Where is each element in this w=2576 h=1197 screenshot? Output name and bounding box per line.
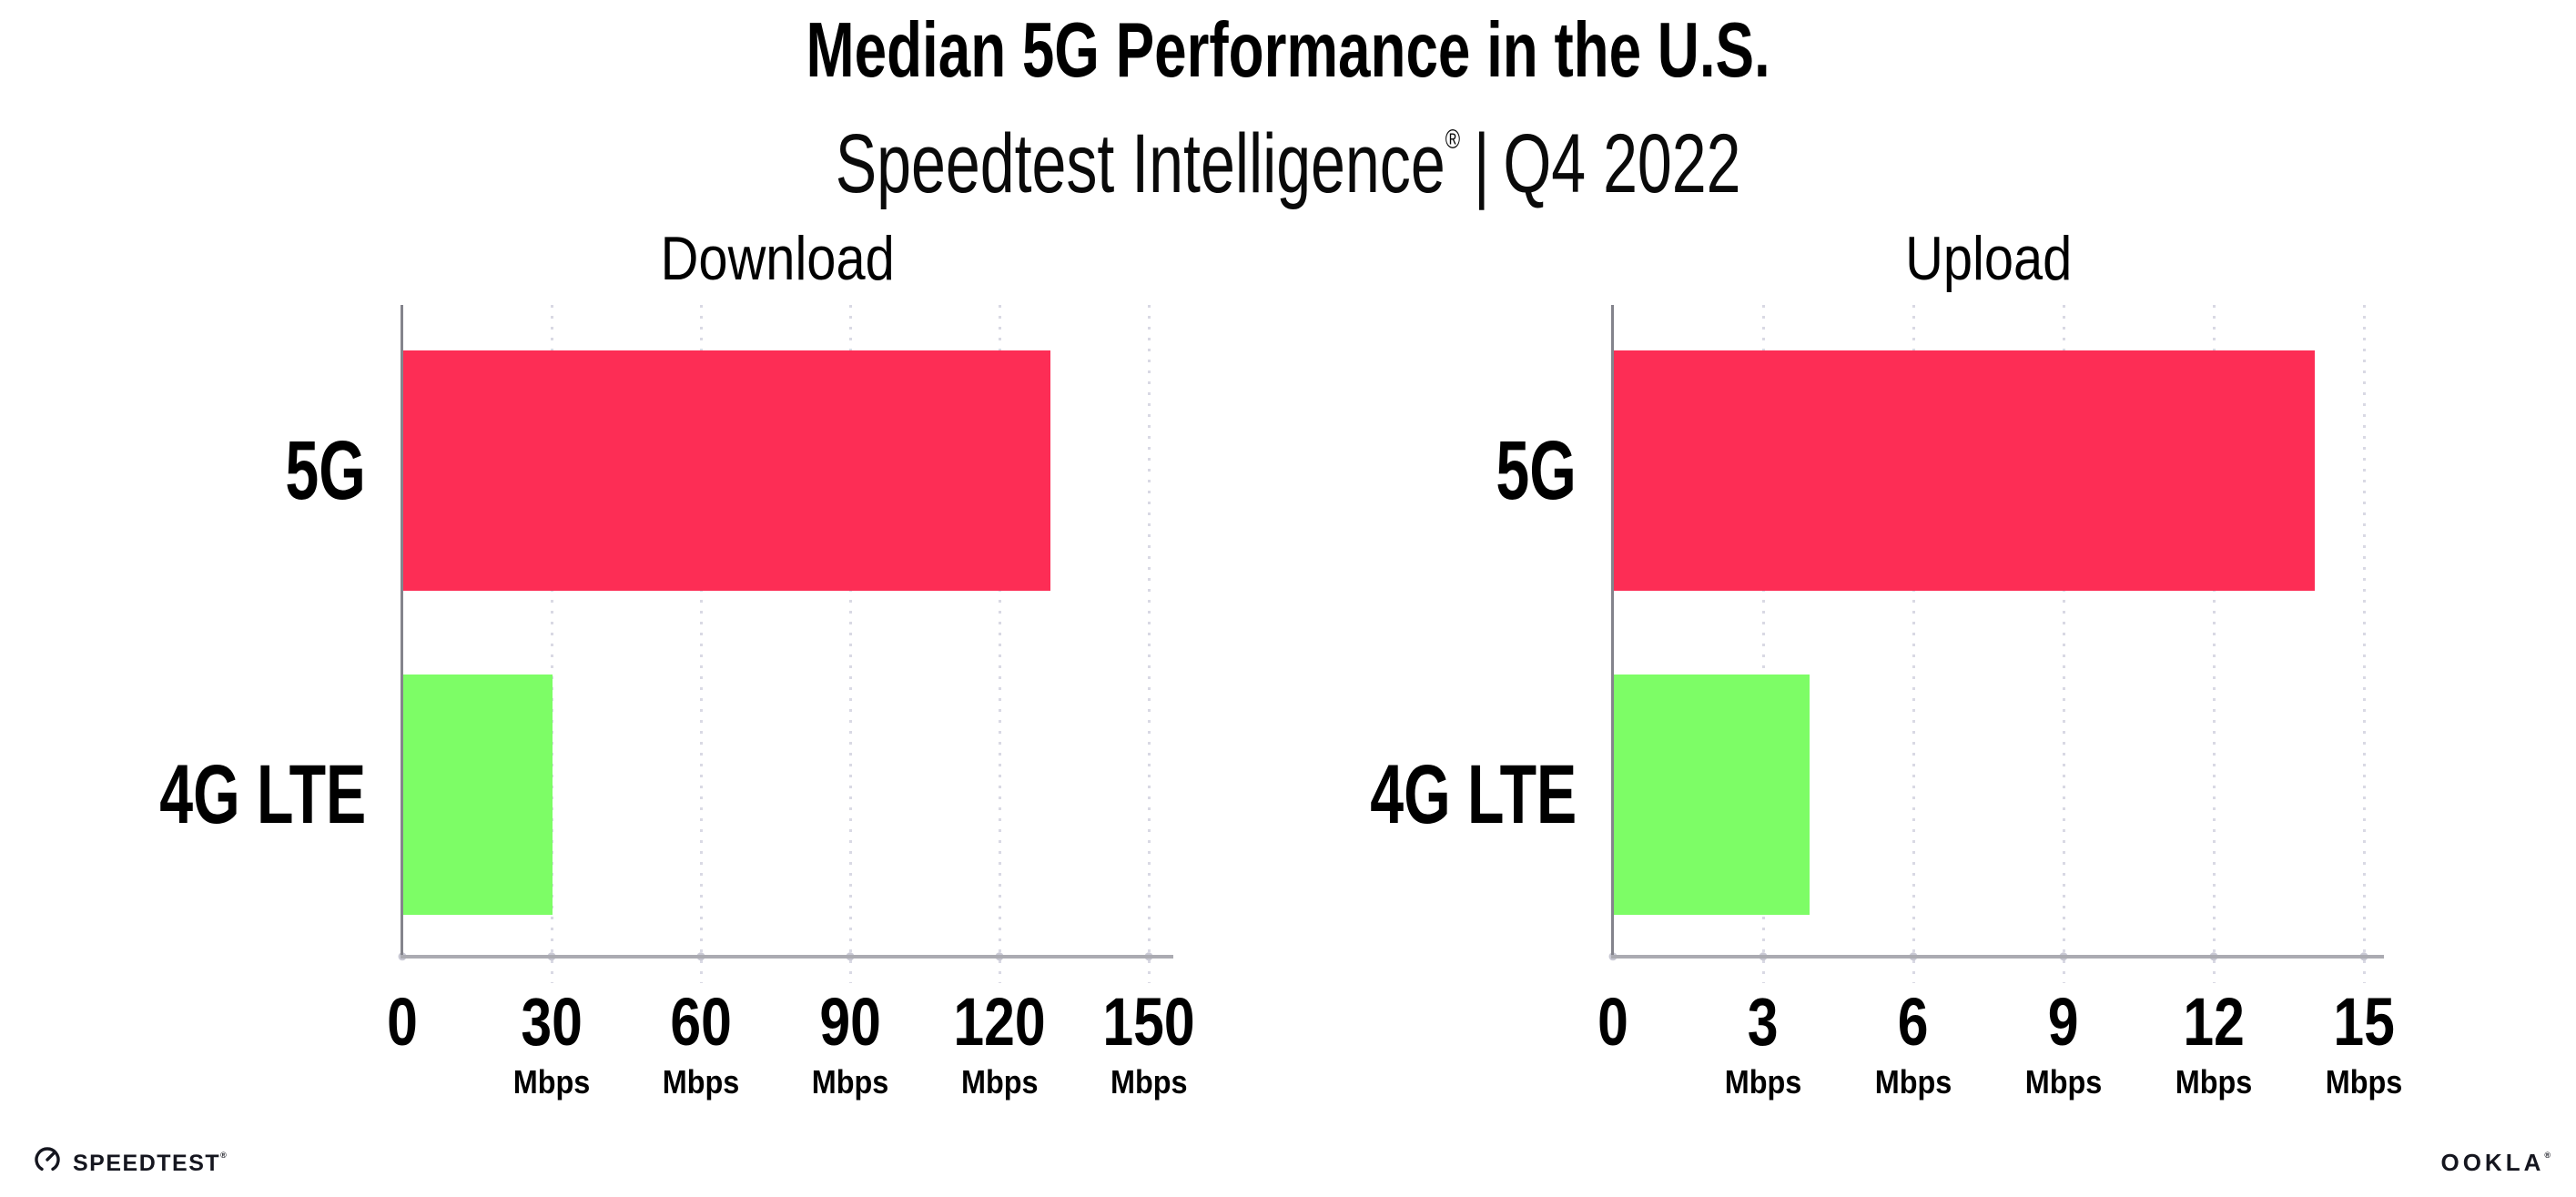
x-tick: 3 Mbps [1720, 984, 1806, 1101]
x-axis-line [401, 955, 1173, 959]
speedtest-logo: SPEEDTEST® [33, 1141, 227, 1176]
speedtest-gauge-icon [33, 1144, 62, 1173]
x-tick: 6 Mbps [1871, 984, 1956, 1101]
x-tick-unit: Mbps [1724, 1063, 1802, 1101]
subtitle-period: Q4 2022 [1503, 117, 1741, 210]
gridline [2063, 305, 2065, 983]
x-tick-value: 0 [1597, 984, 1628, 1060]
x-tick: 150 Mbps [1092, 984, 1204, 1101]
category-label-5g: 5G [285, 424, 366, 517]
x-tick-unit: Mbps [662, 1063, 740, 1101]
x-tick-unit: Mbps [1110, 1063, 1188, 1101]
y-axis-line [1611, 305, 1614, 958]
ookla-trademark-icon: ® [2544, 1151, 2551, 1160]
gridline [551, 305, 553, 983]
gridline [999, 305, 1002, 983]
speedtest-logo-text: SPEEDTEST® [73, 1150, 227, 1176]
registered-trademark-icon: ® [1445, 125, 1460, 155]
subtitle-separator: | [1473, 117, 1490, 210]
subtitle-brand: Speedtest Intelligence [835, 117, 1445, 210]
x-tick-unit: Mbps [2175, 1063, 2253, 1101]
bar-5g [403, 350, 1050, 591]
y-axis-line [401, 305, 403, 958]
upload-x-axis-tick-labels: 0 3 Mbps 6 Mbps 9 Mbps 12 Mbps 15 Mbps [1597, 984, 2402, 1111]
x-tick-value: 3 [1748, 984, 1779, 1060]
bar-4g-lte [403, 675, 553, 915]
x-tick-unit: Mbps [811, 1063, 889, 1101]
download-x-axis-tick-labels: 0 30 Mbps 60 Mbps 90 Mbps 120 Mbps 150 Mbps [387, 984, 1195, 1111]
x-tick-value: 15 [2333, 984, 2395, 1060]
x-tick-value: 12 [2183, 984, 2245, 1060]
x-tick-unit: Mbps [2024, 1063, 2103, 1101]
x-tick: 15 Mbps [2321, 984, 2407, 1101]
x-tick-value: 120 [953, 984, 1046, 1060]
download-chart: Download 5G 4G LTE 0 30 Mbps 60 Mbps 90 Mbps 12… [159, 224, 1195, 1101]
gridline [2213, 305, 2216, 983]
gridline [700, 305, 704, 983]
gridline [1912, 305, 1915, 983]
upload-chart-title: Upload [1904, 224, 2073, 293]
gridline [1762, 305, 1765, 983]
gridline [849, 305, 853, 983]
x-axis-line [1611, 955, 2384, 959]
x-tick-unit: Mbps [2325, 1063, 2403, 1101]
x-tick-value: 90 [819, 984, 881, 1060]
x-tick: 0 [1594, 984, 1631, 1060]
bar-4g-lte [1614, 675, 1810, 915]
x-tick: 12 Mbps [2171, 984, 2257, 1101]
category-label-4g-lte: 4G LTE [159, 748, 366, 841]
x-tick-value: 6 [1898, 984, 1929, 1060]
x-tick-value: 30 [521, 984, 583, 1060]
category-label-4g-lte: 4G LTE [1370, 748, 1577, 841]
x-tick-value: 0 [387, 984, 418, 1060]
upload-plot-area [1608, 305, 2382, 983]
gridline [1148, 305, 1151, 983]
x-tick-value: 150 [1102, 984, 1195, 1060]
page-title-text: Median 5G Performance in the U.S. [806, 7, 1770, 94]
x-tick: 9 Mbps [2021, 984, 2106, 1101]
x-tick: 0 [383, 984, 421, 1060]
bar-5g [1614, 350, 2315, 591]
x-tick: 30 Mbps [509, 984, 594, 1101]
download-plot-area [398, 305, 1171, 983]
category-label-5g: 5G [1496, 424, 1577, 517]
x-tick-unit: Mbps [960, 1063, 1039, 1101]
ookla-logo: OOKLA® [2440, 1141, 2551, 1176]
x-tick: 90 Mbps [807, 984, 893, 1101]
x-tick: 60 Mbps [658, 984, 744, 1101]
x-tick-value: 60 [670, 984, 732, 1060]
page-subtitle: Speedtest Intelligence® | Q4 2022 [0, 95, 2576, 209]
x-tick: 120 Mbps [943, 984, 1055, 1101]
gridline [2363, 305, 2366, 983]
speedtest-trademark-icon: ® [220, 1150, 227, 1160]
x-tick-unit: Mbps [512, 1063, 591, 1101]
upload-chart: Upload 5G 4G LTE 0 3 Mbps 6 Mbps 9 Mbps 12 Mbps 1… [1370, 224, 2402, 1101]
page-title: Median 5G Performance in the U.S. [0, 9, 2576, 93]
download-chart-title: Download [660, 224, 896, 293]
x-tick-value: 9 [2048, 984, 2079, 1060]
x-tick-unit: Mbps [1874, 1063, 1952, 1101]
ookla-logo-text: OOKLA® [2440, 1149, 2551, 1176]
